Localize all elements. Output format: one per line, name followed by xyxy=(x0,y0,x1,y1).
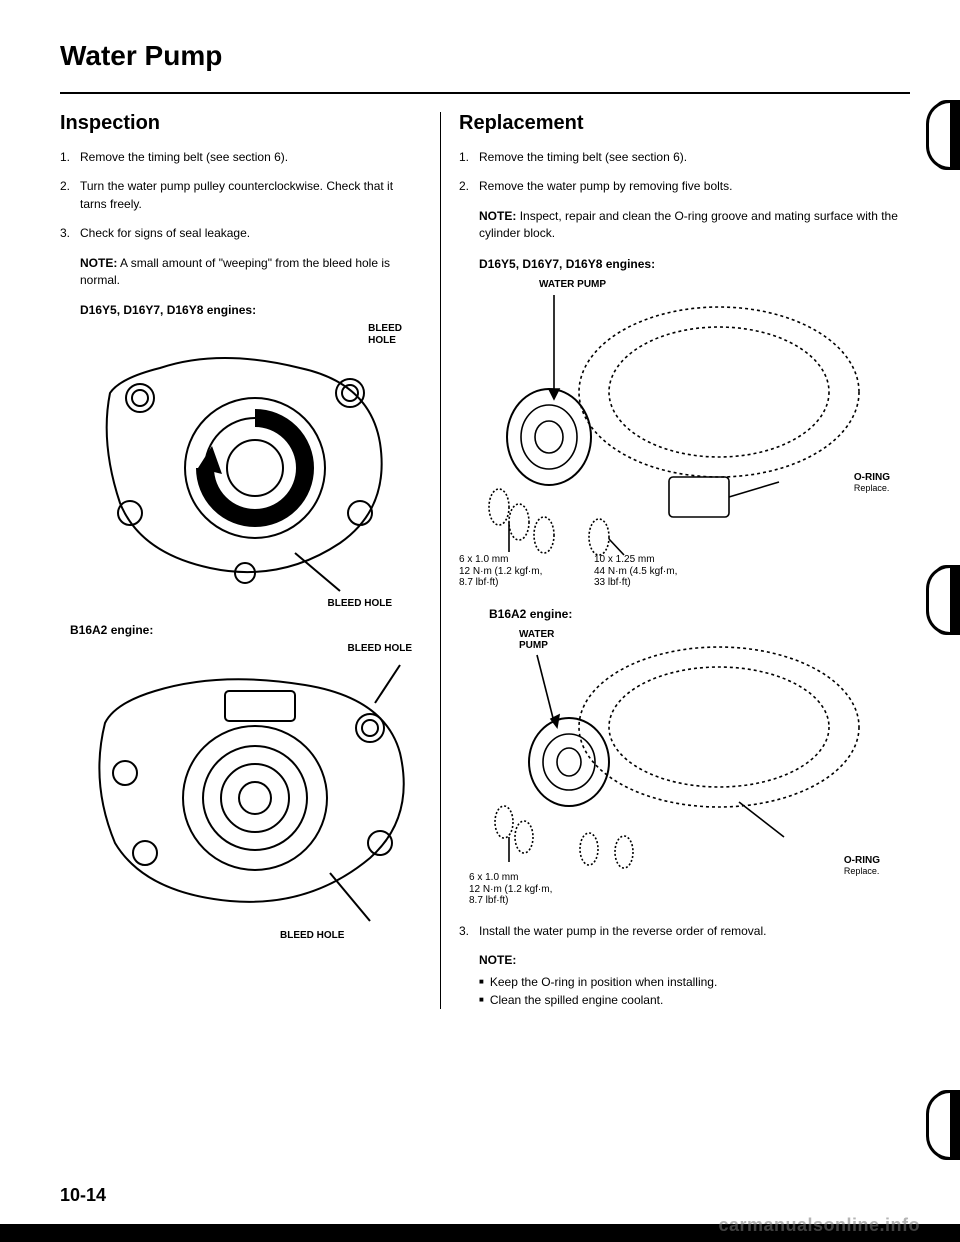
replacement-column: Replacement 1. Remove the timing belt (s… xyxy=(440,112,910,1009)
note-label: NOTE: xyxy=(479,953,516,967)
inspection-steps: 1. Remove the timing belt (see section 6… xyxy=(60,149,422,243)
note-label: NOTE: xyxy=(479,209,516,223)
divider-rule xyxy=(60,92,910,94)
inspection-note: NOTE: A small amount of "weeping" from t… xyxy=(80,255,422,290)
oring-sub: Replace. xyxy=(844,866,880,876)
pump-svg xyxy=(80,323,420,603)
bolt-spec-callout: 6 x 1.0 mm 12 N·m (1.2 kgf·m, 8.7 lbf·ft… xyxy=(459,554,542,589)
note-label: NOTE: xyxy=(80,256,117,270)
pump-assembly-d16: WATER PUMP xyxy=(459,277,910,597)
engine-label: B16A2 engine: xyxy=(489,607,910,621)
replacement-heading: Replacement xyxy=(459,112,910,135)
inspection-column: Inspection 1. Remove the timing belt (se… xyxy=(60,112,440,1009)
replacement-steps: 1. Remove the timing belt (see section 6… xyxy=(459,149,910,196)
water-pump-callout: WATER PUMP xyxy=(519,629,554,652)
bolt-spec-callout: 6 x 1.0 mm 12 N·m (1.2 kgf·m, 8.7 lbf·ft… xyxy=(469,872,552,907)
step-number: 1. xyxy=(60,149,80,166)
step: 1. Remove the timing belt (see section 6… xyxy=(459,149,910,166)
step-number: 2. xyxy=(60,178,80,213)
step-text: Turn the water pump pulley counterclockw… xyxy=(80,178,422,213)
step: 1. Remove the timing belt (see section 6… xyxy=(60,149,422,166)
step: 3. Install the water pump in the reverse… xyxy=(459,923,910,940)
page-title: Water Pump xyxy=(60,40,910,72)
note-text: Inspect, repair and clean the O-ring gro… xyxy=(479,209,898,240)
step-text: Remove the timing belt (see section 6). xyxy=(479,149,910,166)
step-number: 3. xyxy=(459,923,479,940)
bleed-hole-callout: BLEED HOLE xyxy=(328,598,392,610)
step-number: 2. xyxy=(459,178,479,195)
pump-diagram-b16: BLEED HOLE xyxy=(70,643,422,943)
step-number: 1. xyxy=(459,149,479,166)
replacement-note: NOTE: Inspect, repair and clean the O-ri… xyxy=(479,208,910,243)
bullet-item: Clean the spilled engine coolant. xyxy=(479,991,910,1009)
pump-diagram-d16: BLEED HOLE xyxy=(80,323,422,613)
final-note: NOTE: xyxy=(479,952,910,969)
oring-label: O-RING xyxy=(854,472,890,483)
oring-label: O-RING xyxy=(844,855,880,866)
inspection-heading: Inspection xyxy=(60,112,422,135)
oring-callout: O-RING Replace. xyxy=(844,855,880,877)
pump-svg xyxy=(70,643,430,933)
note-bullets: Keep the O-ring in position when install… xyxy=(479,973,910,1009)
assembly-svg xyxy=(459,277,869,587)
engine-label: B16A2 engine: xyxy=(70,623,422,637)
watermark: carmanualsonline.info xyxy=(718,1215,920,1236)
bleed-hole-callout: BLEED HOLE xyxy=(368,323,402,346)
step: 2. Remove the water pump by removing fiv… xyxy=(459,178,910,195)
step: 2. Turn the water pump pulley counterclo… xyxy=(60,178,422,213)
oring-callout: O-RING Replace. xyxy=(854,472,890,494)
replacement-steps-2: 3. Install the water pump in the reverse… xyxy=(459,923,910,940)
bleed-hole-callout: BLEED HOLE xyxy=(280,930,344,942)
note-text: A small amount of "weeping" from the ble… xyxy=(80,256,390,287)
step-text: Install the water pump in the reverse or… xyxy=(479,923,910,940)
water-pump-callout: WATER PUMP xyxy=(539,279,606,291)
pump-assembly-b16: WATER PUMP xyxy=(459,627,910,907)
step-text: Remove the timing belt (see section 6). xyxy=(80,149,422,166)
engine-label: D16Y5, D16Y7, D16Y8 engines: xyxy=(479,257,910,271)
page-number: 10-14 xyxy=(60,1185,106,1206)
bolt-spec-callout: 10 x 1.25 mm 44 N·m (4.5 kgf·m, 33 lbf·f… xyxy=(594,554,677,589)
step-text: Remove the water pump by removing five b… xyxy=(479,178,910,195)
step: 3. Check for signs of seal leakage. xyxy=(60,225,422,242)
bullet-item: Keep the O-ring in position when install… xyxy=(479,973,910,991)
engine-label: D16Y5, D16Y7, D16Y8 engines: xyxy=(80,303,422,317)
step-text: Check for signs of seal leakage. xyxy=(80,225,422,242)
bleed-hole-callout: BLEED HOLE xyxy=(348,643,412,655)
step-number: 3. xyxy=(60,225,80,242)
assembly-svg xyxy=(459,627,869,897)
oring-sub: Replace. xyxy=(854,483,890,493)
